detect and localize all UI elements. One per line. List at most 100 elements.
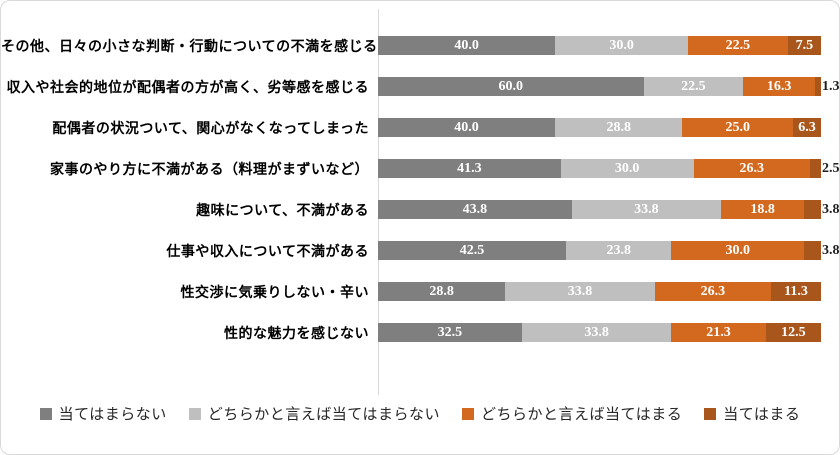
chart-row: 仕事や収入について不満がある 42.5 23.8 30.0 3.8 xyxy=(1,230,839,271)
bar-segment: 25.0 xyxy=(682,118,794,137)
bar-segment: 18.8 xyxy=(721,200,805,219)
bar-segment: 43.8 xyxy=(378,200,572,219)
bar-value-label: 25.0 xyxy=(725,120,751,135)
bar-value-label: 40.0 xyxy=(454,38,479,53)
bar-value-label: 16.3 xyxy=(766,79,792,94)
bar-value-label: 28.8 xyxy=(429,284,454,299)
legend-item: 当てはまる xyxy=(704,403,800,424)
legend-swatch-icon xyxy=(462,407,474,420)
bar-segment: 41.3 xyxy=(378,159,561,178)
bar-segment: 23.8 xyxy=(566,241,672,260)
bar-segment: 26.3 xyxy=(654,282,772,301)
bar-value-label: 21.3 xyxy=(706,325,731,340)
bar-segment: 28.8 xyxy=(378,282,506,301)
bar-value-label: 32.5 xyxy=(437,325,463,340)
bar-segment: 30.0 xyxy=(560,159,694,178)
bar-value-label: 3.8 xyxy=(821,202,840,217)
bar-track: 32.5 33.8 21.3 12.5 xyxy=(378,323,821,342)
legend-item: どちらかと言えば当てはまる xyxy=(462,403,682,424)
bar-segment: 21.3 xyxy=(671,323,766,342)
bar-value-label: 22.5 xyxy=(725,38,751,53)
bar-segment: 12.5 xyxy=(765,323,821,342)
category-label: 家事のやり方に不満がある（料理がまずいなど） xyxy=(50,160,369,177)
legend-label: どちらかと言えば当てはまらない xyxy=(207,406,440,423)
bar-value-label: 33.8 xyxy=(567,284,593,299)
bar-value-label: 18.8 xyxy=(750,202,775,217)
category-label: 性交渉に気乗りしない・辛い xyxy=(180,283,369,300)
bar-value-label: 2.5 xyxy=(821,161,840,176)
bar-segment: 7.5 xyxy=(787,36,821,55)
bar-segment: 22.5 xyxy=(643,77,744,96)
bar-value-label: 60.0 xyxy=(498,79,524,94)
bar-value-label: 1.3 xyxy=(821,79,840,94)
chart-rows: その他、日々の小さな判断・行動についての不満を感じる 40.0 30.0 22.5 7.… xyxy=(1,9,839,395)
bar-value-label: 30.0 xyxy=(614,161,640,176)
bar-value-label: 22.5 xyxy=(681,79,706,94)
bar-track: 40.0 28.8 25.0 6.3 xyxy=(378,118,821,137)
bar-track: 28.8 33.8 26.3 11.3 xyxy=(378,282,821,301)
legend-label: どちらかと言えば当てはまる xyxy=(481,406,683,423)
chart-row: 配偶者の状況ついて、関心がなくなってしまった 40.0 28.8 25.0 6.3 xyxy=(1,107,839,148)
bar-segment: 33.8 xyxy=(521,323,672,342)
legend-label: 当てはまる xyxy=(723,406,801,423)
bar-value-label: 41.3 xyxy=(457,161,482,176)
chart-row: 家事のやり方に不満がある（料理がまずいなど） 41.3 30.0 26.3 2.5 xyxy=(1,148,839,189)
bar-segment: 6.3 xyxy=(793,118,821,137)
bar-segment: 30.0 xyxy=(555,36,689,55)
bar-segment: 33.8 xyxy=(571,200,722,219)
bar-segment: 26.3 xyxy=(693,159,810,178)
bar-segment: 33.8 xyxy=(505,282,655,301)
bar-track: 42.5 23.8 30.0 3.8 xyxy=(378,241,839,260)
bar-value-label: 11.3 xyxy=(784,284,808,299)
bar-value-label: 12.5 xyxy=(781,325,806,340)
bar-track: 41.3 30.0 26.3 2.5 xyxy=(378,159,839,178)
bar-track: 40.0 30.0 22.5 7.5 xyxy=(378,36,821,55)
chart-row: 性交渉に気乗りしない・辛い 28.8 33.8 26.3 11.3 xyxy=(1,271,839,312)
bar-segment: 22.5 xyxy=(688,36,788,55)
bar-track: 60.0 22.5 16.3 1.3 xyxy=(378,77,839,96)
category-label: 性的な魅力を感じない xyxy=(224,324,369,341)
category-label: 仕事や収入について不満がある xyxy=(166,242,369,259)
bar-segment: 28.8 xyxy=(555,118,683,137)
bar-segment: 32.5 xyxy=(378,323,522,342)
bar-value-label: 33.8 xyxy=(584,325,609,340)
bar-segment: 2.5 xyxy=(809,159,839,178)
bar-value-label: 33.8 xyxy=(634,202,659,217)
legend-swatch-icon xyxy=(704,407,717,420)
bar-segment: 40.0 xyxy=(378,118,556,137)
bar-segment: 16.3 xyxy=(743,77,816,96)
bar-value-label: 6.3 xyxy=(798,120,816,135)
chart-legend: 当てはまらない どちらかと言えば当てはまらない どちらかと言えば当てはまる 当てはまる xyxy=(1,403,839,424)
chart-row: 性的な魅力を感じない 32.5 33.8 21.3 12.5 xyxy=(1,312,839,353)
bar-value-label: 30.0 xyxy=(725,243,751,258)
legend-swatch-icon xyxy=(188,407,201,420)
bar-value-label: 43.8 xyxy=(462,202,488,217)
chart-row: その他、日々の小さな判断・行動についての不満を感じる 40.0 30.0 22.5 7.… xyxy=(1,25,839,66)
bar-segment: 30.0 xyxy=(671,241,805,260)
legend-item: どちらかと言えば当てはまらない xyxy=(188,403,440,424)
bar-value-label: 30.0 xyxy=(609,38,634,53)
bar-value-label: 7.5 xyxy=(795,38,814,53)
bar-value-label: 23.8 xyxy=(606,243,631,258)
bar-segment: 40.0 xyxy=(378,36,556,55)
category-label: 趣味について、不満がある xyxy=(196,201,369,218)
bar-value-label: 3.8 xyxy=(821,243,840,258)
bar-segment: 60.0 xyxy=(378,77,644,96)
bar-segment: 3.8 xyxy=(804,200,839,219)
category-label: 収入や社会的地位が配偶者の方が高く、劣等感を感じる xyxy=(6,78,369,95)
bar-segment: 42.5 xyxy=(378,241,567,260)
bar-segment: 3.8 xyxy=(804,241,839,260)
legend-swatch-icon xyxy=(39,407,52,420)
bar-value-label: 28.8 xyxy=(606,120,631,135)
bar-value-label: 26.3 xyxy=(700,284,726,299)
chart-row: 収入や社会的地位が配偶者の方が高く、劣等感を感じる 60.0 22.5 16.3 1.3 xyxy=(1,66,839,107)
bar-value-label: 26.3 xyxy=(739,161,764,176)
category-label: 配偶者の状況ついて、関心がなくなってしまった xyxy=(52,119,369,136)
bar-value-label: 42.5 xyxy=(459,243,485,258)
bar-segment: 11.3 xyxy=(771,282,821,301)
chart-row: 趣味について、不満がある 43.8 33.8 18.8 3.8 xyxy=(1,189,839,230)
bar-value-label: 40.0 xyxy=(454,120,479,135)
bar-segment: 1.3 xyxy=(815,77,839,96)
bar-track: 43.8 33.8 18.8 3.8 xyxy=(378,200,839,219)
